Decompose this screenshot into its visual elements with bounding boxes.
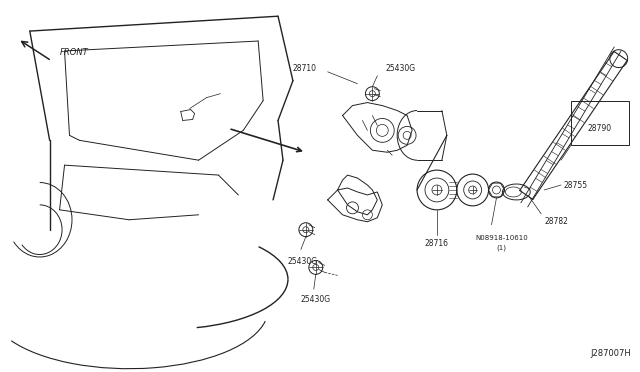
Text: 25430G: 25430G [301,295,331,304]
Text: 28790: 28790 [588,124,612,133]
Text: 28716: 28716 [425,239,449,248]
Text: J287007H: J287007H [591,349,632,358]
Bar [571,100,628,145]
Text: 28782: 28782 [544,217,568,226]
Text: FRONT: FRONT [60,48,88,57]
Text: 28710: 28710 [293,64,317,73]
Text: 28755: 28755 [564,180,588,189]
Text: (1): (1) [497,244,506,251]
Text: 25430G: 25430G [385,64,415,73]
Text: 25430G: 25430G [288,257,318,266]
Text: N08918-10610: N08918-10610 [475,235,528,241]
